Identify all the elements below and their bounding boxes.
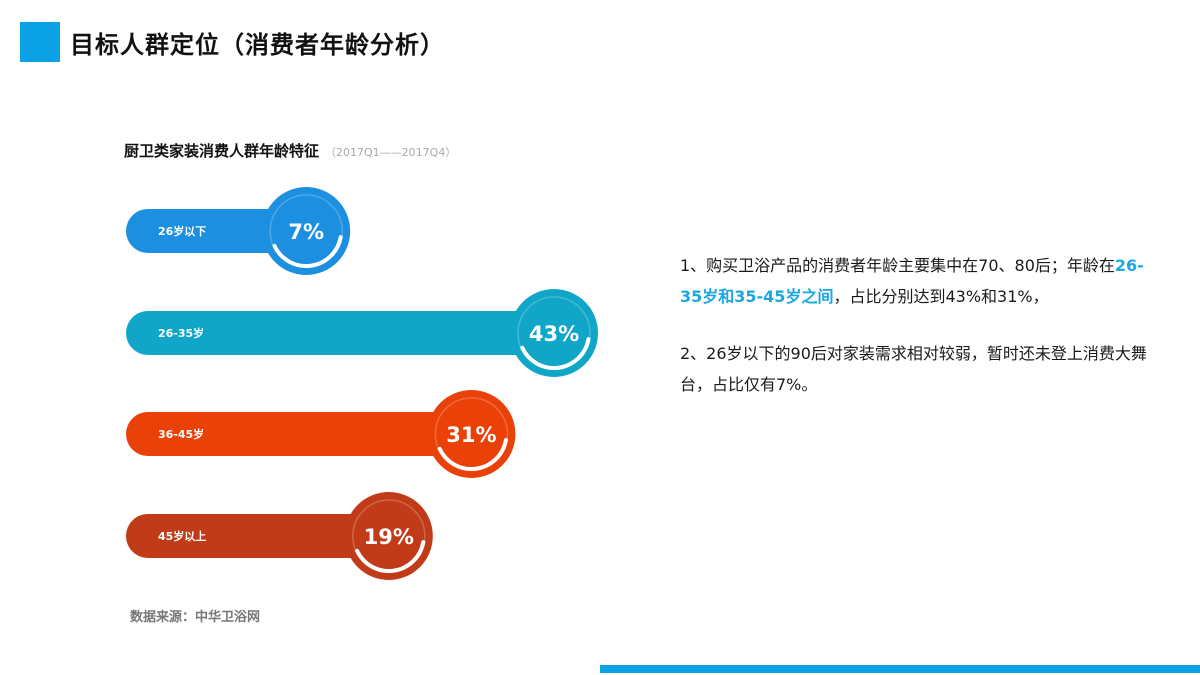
value-circle-3 — [344, 492, 433, 580]
chart-title: 厨卫类家装消费人群年龄特征 — [124, 142, 320, 160]
desc-p1-highlight: 26-35岁和35-45岁之间 — [680, 256, 1144, 306]
value-label-1: 43% — [529, 322, 579, 346]
value-label-0: 7% — [288, 220, 324, 244]
value-arc-3 — [355, 540, 426, 574]
title-accent-square — [20, 22, 60, 62]
value-circle-1 — [510, 289, 598, 377]
bar-2 — [126, 412, 472, 456]
bar-3 — [126, 514, 389, 558]
value-arc-0 — [272, 235, 343, 269]
description-panel: 1、购买卫浴产品的消费者年龄主要集中在70、80后；年龄在26-35岁和35-4… — [680, 250, 1150, 426]
category-label-3: 45岁以上 — [158, 529, 206, 543]
category-label-2: 36-45岁 — [158, 427, 204, 441]
description-paragraph-2: 2、26岁以下的90后对家装需求相对较弱，暂时还未登上消费大舞台，占比仅有7%。 — [680, 344, 1147, 394]
bar-0 — [126, 209, 307, 253]
desc-p1-before: 1、购买卫浴产品的消费者年龄主要集中在70、80后；年龄在 — [680, 256, 1115, 275]
bottom-accent-bar — [600, 665, 1200, 673]
page-title: 目标人群定位（消费者年龄分析） — [70, 31, 445, 59]
chart-subtitle: （2017Q1——2017Q4） — [325, 146, 457, 159]
category-label-1: 26-35岁 — [158, 326, 204, 340]
description-paragraph-1: 1、购买卫浴产品的消费者年龄主要集中在70、80后；年龄在26-35岁和35-4… — [680, 250, 1150, 312]
desc-p1-after: ，占比分别达到43%和31%， — [833, 287, 1049, 306]
data-source: 数据来源：中华卫浴网 — [130, 610, 261, 625]
value-circle-0 — [262, 187, 351, 275]
value-arc-2 — [437, 438, 508, 472]
chart-title-block: 厨卫类家装消费人群年龄特征 （2017Q1——2017Q4） — [124, 140, 456, 161]
value-label-3: 19% — [364, 525, 414, 549]
value-arc-1 — [520, 337, 591, 371]
value-label-2: 31% — [446, 423, 496, 447]
bar-1 — [126, 311, 554, 355]
value-circle-2 — [427, 390, 516, 478]
category-label-0: 26岁以下 — [158, 224, 206, 238]
